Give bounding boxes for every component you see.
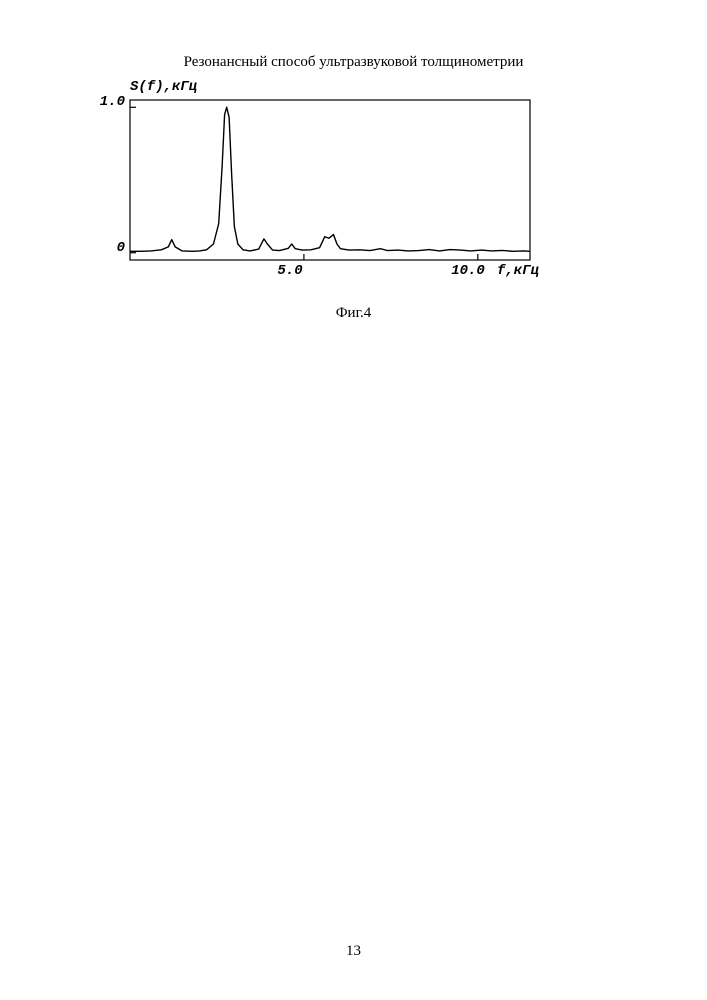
figure-caption: Фиг.4	[0, 305, 707, 322]
spectrum-chart: S(f),кГц 1.0 0 5.0 10.0 f,кГц	[95, 80, 540, 300]
page: Резонансный способ ультразвуковой толщин…	[0, 0, 707, 1000]
x-axis-label: f,кГц	[497, 263, 539, 279]
page-title: Резонансный способ ультразвуковой толщин…	[0, 54, 707, 71]
x-tick-10: 10.0	[445, 263, 491, 279]
page-number: 13	[0, 943, 707, 960]
x-tick-5: 5.0	[270, 263, 310, 279]
